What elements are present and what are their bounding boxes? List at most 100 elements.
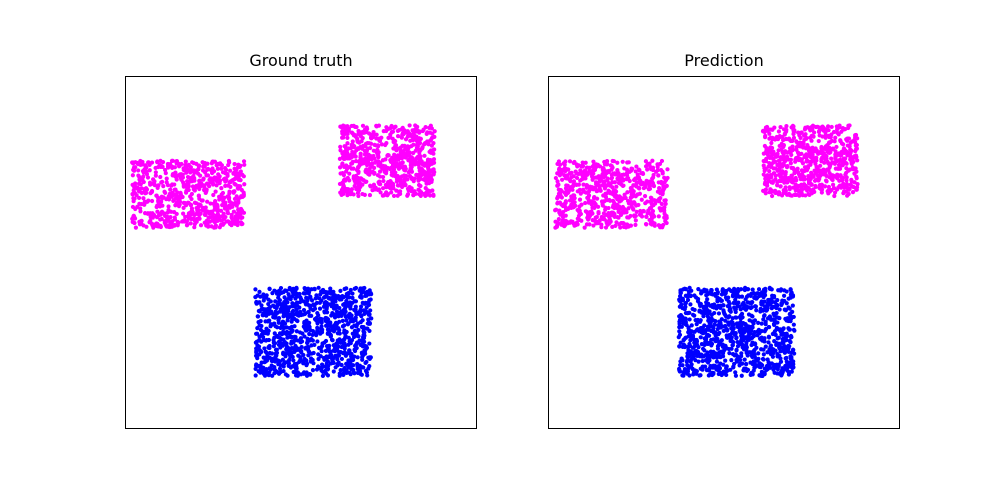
scatter-point bbox=[146, 160, 151, 165]
scatter-point bbox=[734, 301, 739, 306]
scatter-point bbox=[204, 219, 209, 224]
scatter-point bbox=[662, 180, 667, 185]
scatter-point bbox=[818, 163, 823, 168]
scatter-point bbox=[425, 161, 430, 167]
scatter-point bbox=[847, 167, 852, 172]
scatter-point bbox=[184, 185, 189, 190]
scatter-point bbox=[835, 172, 840, 177]
scatter-point bbox=[837, 178, 842, 183]
scatter-point bbox=[258, 294, 263, 299]
scatter-point bbox=[584, 185, 589, 190]
scatter-point bbox=[314, 333, 319, 338]
scatter-point bbox=[149, 221, 154, 226]
scatter-point bbox=[348, 287, 353, 293]
scatter-point bbox=[686, 364, 691, 369]
scatter-point bbox=[699, 352, 704, 357]
scatter-point bbox=[352, 371, 357, 376]
scatter-point bbox=[563, 192, 569, 197]
scatter-point bbox=[310, 357, 315, 363]
scatter-point bbox=[290, 304, 295, 309]
scatter-point bbox=[194, 168, 199, 173]
scatter-point bbox=[564, 175, 569, 180]
scatter-point bbox=[750, 287, 755, 292]
scatter-point bbox=[399, 156, 404, 161]
scatter-point bbox=[425, 170, 430, 175]
scatter-point bbox=[261, 368, 267, 374]
scatter-point bbox=[601, 217, 606, 222]
scatter-point bbox=[570, 187, 575, 192]
scatter-point bbox=[360, 365, 365, 370]
scatter-point bbox=[171, 198, 176, 203]
scatter-point bbox=[399, 180, 404, 185]
scatter-point bbox=[722, 324, 727, 329]
scatter-point bbox=[680, 358, 685, 363]
scatter-point bbox=[739, 351, 744, 356]
scatter-point bbox=[342, 149, 347, 155]
scatter-point bbox=[777, 344, 782, 349]
scatter-point bbox=[326, 364, 331, 369]
scatter-point bbox=[178, 162, 183, 167]
scatter-point bbox=[733, 332, 738, 338]
scatter-point bbox=[431, 147, 436, 152]
scatter-point bbox=[559, 195, 564, 200]
scatter-point bbox=[596, 174, 601, 179]
scatter-point bbox=[826, 191, 831, 196]
scatter-point bbox=[803, 193, 808, 198]
scatter-point bbox=[330, 338, 335, 343]
scatter-point bbox=[681, 370, 686, 375]
scatter-point bbox=[289, 324, 294, 329]
scatter-point bbox=[577, 208, 582, 214]
scatter-point bbox=[356, 193, 361, 199]
scatter-point bbox=[216, 208, 221, 213]
scatter-point bbox=[301, 291, 306, 296]
scatter-point bbox=[718, 341, 724, 346]
scatter-point bbox=[346, 313, 351, 318]
scatter-point bbox=[214, 183, 219, 188]
scatter-point bbox=[583, 200, 588, 206]
scatter-point bbox=[763, 135, 768, 140]
scatter-point bbox=[698, 335, 703, 340]
scatter-point bbox=[730, 316, 735, 321]
scatter-point bbox=[708, 349, 713, 354]
scatter-point bbox=[350, 291, 355, 296]
scatter-point bbox=[656, 189, 661, 194]
scatter-point bbox=[394, 179, 399, 184]
scatter-point bbox=[210, 166, 215, 171]
scatter-point bbox=[306, 353, 311, 358]
scatter-point bbox=[177, 202, 182, 207]
scatter-point bbox=[779, 178, 785, 183]
scatter-point bbox=[233, 214, 239, 220]
scatter-point bbox=[141, 174, 146, 179]
scatter-point bbox=[302, 334, 307, 339]
scatter-point bbox=[353, 159, 359, 164]
scatter-point bbox=[142, 190, 147, 195]
scatter-point bbox=[602, 173, 608, 178]
scatter-point bbox=[331, 360, 336, 366]
scatter-point bbox=[774, 365, 779, 371]
scatter-point bbox=[830, 146, 836, 151]
scatter-point bbox=[339, 356, 345, 362]
scatter-point bbox=[144, 187, 150, 192]
scatter-point bbox=[849, 179, 854, 184]
scatter-point bbox=[331, 294, 336, 299]
scatter-point bbox=[290, 310, 295, 315]
scatter-point bbox=[223, 171, 228, 176]
scatter-point bbox=[264, 337, 269, 343]
scatter-point bbox=[749, 291, 754, 296]
scatter-point bbox=[261, 298, 266, 303]
scatter-point bbox=[409, 155, 414, 160]
scatter-point bbox=[738, 361, 743, 366]
scatter-point bbox=[394, 188, 399, 193]
scatter-point bbox=[307, 372, 312, 377]
scatter-point bbox=[815, 124, 820, 129]
scatter-point bbox=[287, 357, 292, 362]
scatter-point bbox=[330, 311, 335, 316]
scatter-point bbox=[327, 329, 332, 334]
scatter-point bbox=[688, 293, 693, 299]
scatter-point bbox=[343, 329, 349, 334]
scatter-point bbox=[205, 209, 210, 214]
scatter-point bbox=[801, 144, 806, 149]
scatter-point bbox=[372, 171, 377, 176]
scatter-point bbox=[634, 209, 639, 214]
scatter-point bbox=[319, 368, 324, 373]
